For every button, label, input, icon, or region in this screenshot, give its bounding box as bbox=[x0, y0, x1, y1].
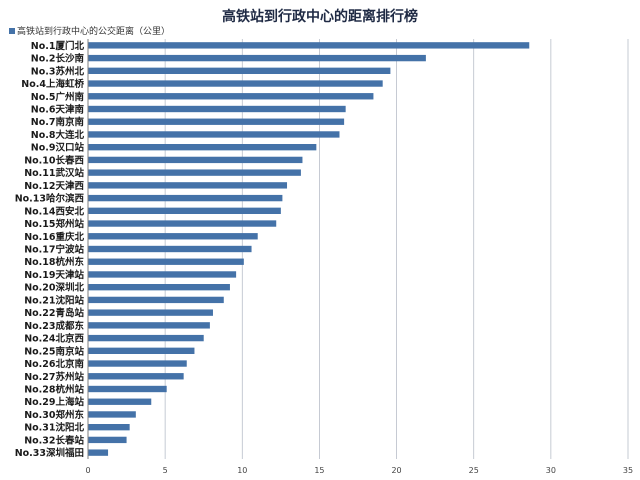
x-tick-labels: 0 5 10 15 20 25 30 35 bbox=[85, 466, 633, 475]
bar bbox=[88, 360, 187, 367]
x-tick-label: 30 bbox=[546, 466, 556, 475]
category-label: No.15郑州站 bbox=[24, 218, 84, 230]
category-label: No.33深圳福田 bbox=[15, 447, 84, 459]
category-label: No.11武汉站 bbox=[24, 167, 84, 179]
bar bbox=[88, 80, 383, 87]
bar bbox=[88, 182, 288, 189]
chart-title: 高铁站到行政中心的距离排行榜 bbox=[222, 8, 418, 25]
category-label: No.4上海虹桥 bbox=[21, 78, 84, 90]
bar bbox=[88, 105, 346, 113]
x-tick-label: 15 bbox=[314, 466, 324, 475]
legend-swatch bbox=[9, 28, 15, 34]
category-label: No.31沈阳北 bbox=[24, 422, 84, 434]
bars-group bbox=[88, 42, 530, 456]
bar bbox=[88, 93, 374, 100]
bar bbox=[88, 118, 345, 125]
bar bbox=[88, 436, 127, 444]
bar bbox=[88, 258, 244, 265]
bar bbox=[88, 220, 277, 227]
category-label: No.22青岛站 bbox=[24, 307, 84, 319]
category-label: No.5广州南 bbox=[31, 91, 85, 103]
bar bbox=[88, 398, 152, 405]
category-label: No.6天津南 bbox=[31, 104, 85, 116]
bar bbox=[88, 144, 317, 151]
bar bbox=[88, 373, 184, 380]
category-label: No.1厦门北 bbox=[31, 40, 85, 52]
bar bbox=[88, 42, 530, 49]
bar bbox=[88, 296, 224, 304]
x-tick-label: 35 bbox=[623, 466, 633, 475]
bar bbox=[88, 131, 340, 138]
category-label: No.27苏州站 bbox=[24, 371, 84, 383]
x-tick-label: 20 bbox=[391, 466, 401, 475]
category-label: No.30郑州东 bbox=[24, 409, 84, 421]
category-label: No.9汉口站 bbox=[31, 142, 85, 154]
category-label: No.2长沙南 bbox=[31, 53, 85, 65]
bar bbox=[88, 156, 303, 164]
x-tick-label: 10 bbox=[237, 466, 247, 475]
category-label: No.8大连北 bbox=[31, 129, 85, 141]
bar bbox=[88, 233, 258, 240]
bar bbox=[88, 194, 283, 202]
bar bbox=[88, 284, 230, 291]
category-label: No.23成都东 bbox=[24, 320, 84, 332]
bar bbox=[88, 385, 167, 393]
category-label: No.26北京南 bbox=[24, 358, 84, 370]
bar bbox=[88, 169, 301, 176]
category-label: No.10长春西 bbox=[24, 154, 84, 166]
category-label: No.29上海站 bbox=[24, 396, 84, 408]
category-label: No.25南京站 bbox=[24, 345, 84, 357]
bar bbox=[88, 411, 136, 418]
bar bbox=[88, 334, 204, 342]
category-label: No.7南京南 bbox=[31, 116, 85, 128]
bar bbox=[88, 424, 130, 431]
x-tick-label: 25 bbox=[469, 466, 479, 475]
bar bbox=[88, 271, 237, 278]
x-tick-label: 5 bbox=[163, 466, 168, 475]
category-label: No.14西安北 bbox=[24, 205, 84, 217]
category-label: No.16重庆北 bbox=[24, 231, 84, 243]
category-label: No.19天津站 bbox=[24, 269, 84, 281]
bar bbox=[88, 347, 195, 354]
category-label: No.13哈尔滨西 bbox=[15, 193, 85, 205]
bar bbox=[88, 449, 109, 456]
category-label: No.3苏州北 bbox=[31, 65, 85, 77]
bar bbox=[88, 207, 281, 214]
category-label: No.17宁波站 bbox=[24, 244, 84, 256]
category-labels: No.1厦门北No.2长沙南No.3苏州北No.4上海虹桥No.5广州南No.6… bbox=[15, 40, 85, 459]
category-label: No.28杭州站 bbox=[24, 384, 84, 396]
bar bbox=[88, 245, 252, 253]
category-label: No.21沈阳站 bbox=[24, 294, 84, 306]
category-label: No.12天津西 bbox=[24, 180, 84, 192]
bar bbox=[88, 309, 213, 316]
category-label: No.24北京西 bbox=[24, 333, 84, 345]
x-tick-label: 0 bbox=[85, 466, 90, 475]
category-label: No.18杭州东 bbox=[24, 256, 84, 268]
bar bbox=[88, 54, 426, 62]
legend-label: 高铁站到行政中心的公交距离（公里） bbox=[17, 25, 170, 37]
bar bbox=[88, 67, 391, 74]
category-label: No.20深圳北 bbox=[24, 282, 84, 294]
bar bbox=[88, 322, 210, 329]
category-label: No.32长春站 bbox=[24, 434, 84, 446]
